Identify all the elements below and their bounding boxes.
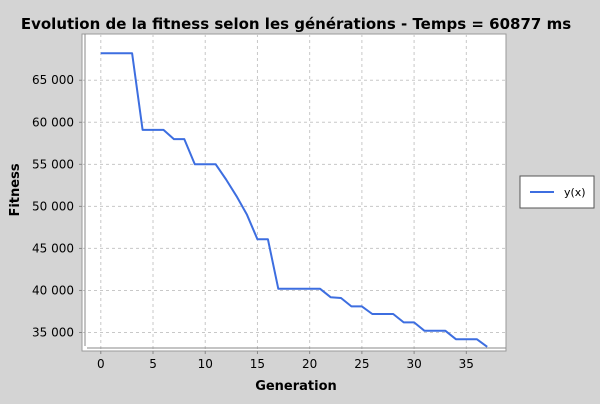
grid xyxy=(82,34,506,351)
chart-title: Evolution de la fitness selon les généra… xyxy=(21,15,571,33)
x-tick-label: 20 xyxy=(302,357,317,371)
series-layer xyxy=(100,52,488,348)
x-tick-label: 0 xyxy=(97,357,105,371)
x-tick-label: 10 xyxy=(198,357,213,371)
y-tick-label: 35 000 xyxy=(32,326,74,340)
y-tick-label: 55 000 xyxy=(32,157,74,171)
legend: y(x) xyxy=(519,175,595,209)
x-tick-label: 25 xyxy=(354,357,369,371)
y-tick-label: 40 000 xyxy=(32,283,74,297)
y-tick-label: 45 000 xyxy=(32,241,74,255)
y-tick-label: 60 000 xyxy=(32,115,74,129)
x-tick-label: 35 xyxy=(459,357,474,371)
x-axis-ticks: 0 5 10 15 20 25 30 35 xyxy=(97,351,474,371)
x-tick-label: 5 xyxy=(149,357,157,371)
x-tick-label: 15 xyxy=(250,357,265,371)
y-axis-label: Fitness xyxy=(8,163,23,216)
y-axis-ticks: 35 000 40 000 45 000 50 000 55 000 60 000 65 0… xyxy=(32,73,82,340)
axes xyxy=(84,34,506,349)
y-tick-label: 65 000 xyxy=(32,73,74,87)
series-line xyxy=(100,52,488,348)
y-tick-label: 50 000 xyxy=(32,199,74,213)
plot-area xyxy=(81,33,507,352)
x-tick-label: 30 xyxy=(406,357,421,371)
legend-label: y(x) xyxy=(564,186,586,199)
x-axis-label: Generation xyxy=(255,379,337,394)
